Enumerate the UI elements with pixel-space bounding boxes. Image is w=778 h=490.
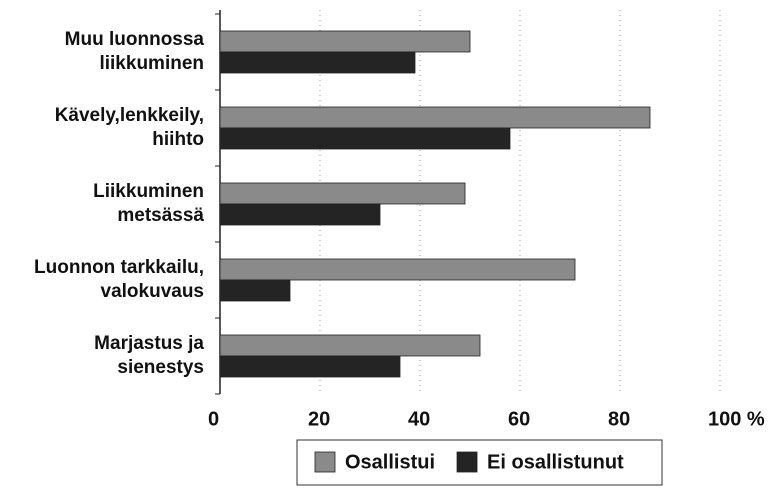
x-tick-label: 0 [208,408,219,430]
legend-swatch [314,451,336,473]
bar [219,51,416,74]
x-tick-label: 40 [408,408,430,430]
bar [219,127,511,150]
legend-swatch [456,451,478,473]
legend-box [296,439,663,486]
y-tick-label: Luonnon tarkkailu, valokuvaus [34,257,204,302]
x-tick-label: 60 [508,408,530,430]
x-tick-label: 20 [308,408,330,430]
bar [219,258,576,281]
bar [219,355,401,378]
x-tick-label: 100 % [708,408,765,430]
bar [219,334,481,357]
y-tick-label: Muu luonnossa liikkuminen [65,29,205,74]
legend-label: Ei osallistunut [487,451,624,473]
x-tick-label: 80 [608,408,630,430]
bar [219,182,466,205]
bar [219,279,291,302]
legend-label: Osallistui [345,451,435,473]
bar [219,203,381,226]
bar [219,106,651,129]
y-tick-label: Kävely,lenkkeily, hiihto [55,105,204,150]
bar [219,30,471,53]
y-tick-label: Liikkuminen metsässä [93,181,204,226]
y-tick-label: Marjastus ja sienestys [94,333,204,378]
